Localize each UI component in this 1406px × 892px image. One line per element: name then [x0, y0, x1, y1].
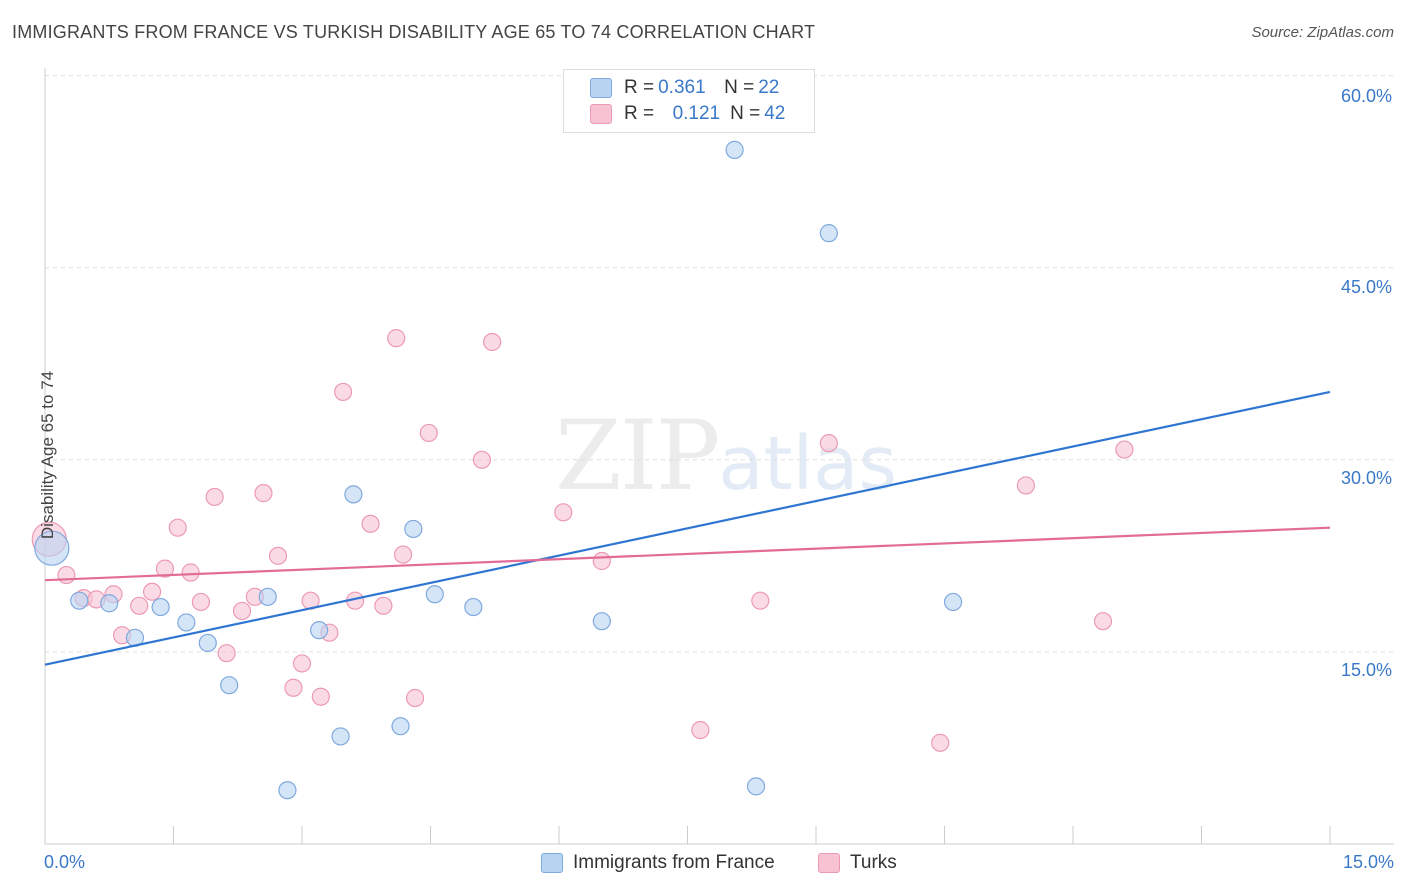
turks-point-8: [155, 559, 175, 578]
y-tick-label-30: 30.0%: [1340, 468, 1392, 488]
legend-r-value-france: 0.361: [658, 77, 706, 98]
turks-point-16: [254, 484, 273, 503]
turks-point-9: [168, 518, 187, 537]
watermark-atlas: atlas: [718, 421, 898, 507]
turks-point-14: [232, 601, 252, 621]
turks-point-25: [361, 514, 380, 533]
legend-swatch-pink: [818, 853, 840, 873]
x-tick-label-min: 0.0%: [44, 852, 86, 872]
turks-point-21: [311, 687, 330, 706]
turks-point-37: [819, 434, 838, 453]
y-tick-label-60: 60.0%: [1340, 86, 1392, 106]
legend-swatch-blue: [590, 78, 612, 98]
turks-point-36: [751, 591, 770, 610]
turks-point-35: [691, 720, 710, 740]
turks-point-19: [292, 654, 312, 673]
turks-point-7: [142, 582, 162, 601]
turks-point-10: [181, 563, 200, 582]
turks-point-28: [393, 545, 413, 564]
france-point-5: [177, 613, 196, 632]
turks-point-1: [57, 565, 76, 585]
turks-point-13: [217, 644, 236, 663]
y-tick-label-45: 45.0%: [1340, 277, 1392, 297]
france-point-0: [34, 530, 70, 566]
france-point-18: [725, 140, 744, 159]
turks-point-41: [1115, 440, 1134, 459]
y-tick-label-15: 15.0%: [1340, 660, 1392, 680]
legend-r-value-turks: 0.121: [672, 103, 721, 124]
turks-point-30: [419, 423, 438, 443]
x-tick-label-max: 15.0%: [1342, 852, 1394, 872]
legend-r-label: R =: [624, 103, 655, 124]
france-point-21: [943, 592, 963, 612]
france-trend-line: [44, 390, 1331, 666]
france-point-19: [746, 777, 766, 796]
turks-point-18: [284, 678, 303, 697]
france-point-8: [258, 587, 277, 606]
legend-swatch-blue: [541, 853, 563, 873]
france-point-14: [404, 519, 423, 539]
france-point-16: [464, 597, 483, 617]
turks-point-6: [130, 596, 149, 615]
turks-point-40: [1093, 612, 1113, 631]
turks-point-23: [334, 382, 353, 402]
legend-row-turks: R = 0.121 N = 42: [590, 102, 789, 126]
turks-point-26: [374, 596, 393, 615]
legend-n-value-turks: 42: [764, 103, 786, 124]
legend-n-value-france: 22: [758, 77, 780, 98]
y-axis-label: Disability Age 65 to 74: [38, 370, 57, 540]
france-point-10: [310, 621, 329, 640]
france-point-2: [100, 594, 119, 613]
legend-item-turks: Turks: [818, 852, 897, 874]
correlation-legend: R = 0.361 N = 22 R = 0.121 N = 42: [563, 69, 815, 133]
turks-point-39: [1016, 476, 1035, 495]
legend-label-france: Immigrants from France: [573, 852, 775, 873]
legend-row-france: R = 0.361 N = 22: [590, 76, 783, 100]
france-point-13: [391, 717, 410, 736]
france-point-1: [70, 591, 89, 610]
turks-point-12: [205, 487, 224, 507]
legend-item-france: Immigrants from France: [541, 852, 775, 874]
france-point-17: [592, 612, 611, 631]
turks-point-34: [592, 551, 611, 571]
watermark-zip: ZIP: [555, 400, 720, 512]
turks-point-38: [931, 733, 950, 752]
turks-point-29: [405, 688, 425, 708]
turks-point-33: [554, 503, 573, 522]
legend-n-label: N =: [730, 103, 761, 124]
france-point-6: [198, 633, 217, 653]
legend-swatch-pink: [590, 104, 612, 124]
turks-point-27: [387, 329, 406, 348]
turks-trend-line: [44, 526, 1331, 582]
turks-point-11: [191, 592, 211, 612]
france-point-12: [344, 485, 363, 504]
france-point-7: [220, 676, 239, 695]
watermark: ZIPatlas: [555, 400, 897, 512]
legend-label-turks: Turks: [850, 852, 897, 873]
france-point-9: [278, 781, 297, 800]
turks-point-17: [268, 546, 288, 565]
legend-n-label: N =: [724, 77, 755, 98]
france-point-20: [819, 224, 838, 243]
france-point-15: [425, 585, 444, 604]
source-label: Source: ZipAtlas.com: [1251, 24, 1394, 41]
chart-title: IMMIGRANTS FROM FRANCE VS TURKISH DISABI…: [12, 22, 816, 42]
france-point-11: [331, 727, 350, 746]
turks-point-31: [472, 450, 491, 469]
turks-point-32: [483, 332, 502, 352]
france-point-4: [151, 597, 170, 617]
legend-r-label: R =: [624, 77, 655, 98]
